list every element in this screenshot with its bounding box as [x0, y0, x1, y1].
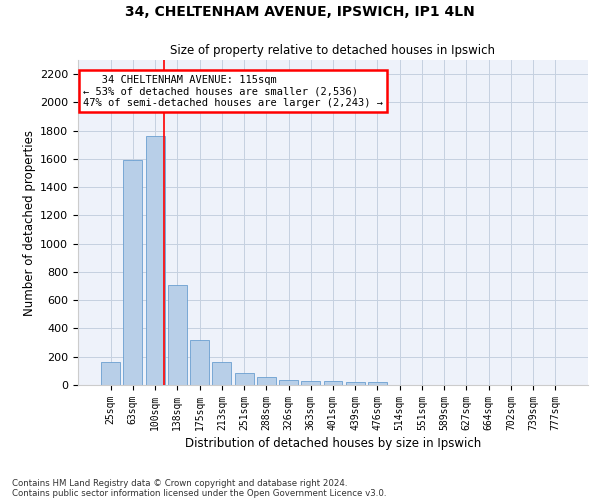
Text: Contains public sector information licensed under the Open Government Licence v3: Contains public sector information licen…	[12, 488, 386, 498]
Text: 34 CHELTENHAM AVENUE: 115sqm
← 53% of detached houses are smaller (2,536)
47% of: 34 CHELTENHAM AVENUE: 115sqm ← 53% of de…	[83, 74, 383, 108]
Y-axis label: Number of detached properties: Number of detached properties	[23, 130, 36, 316]
Bar	[124, 160, 142, 385]
Bar	[279, 380, 298, 385]
Bar	[212, 362, 231, 385]
Bar	[368, 382, 387, 385]
Bar	[301, 382, 320, 385]
X-axis label: Distribution of detached houses by size in Ipswich: Distribution of detached houses by size …	[185, 437, 481, 450]
Bar	[257, 377, 276, 385]
Title: Size of property relative to detached houses in Ipswich: Size of property relative to detached ho…	[170, 44, 496, 58]
Bar	[190, 340, 209, 385]
Bar	[235, 373, 254, 385]
Bar	[323, 382, 343, 385]
Bar	[146, 136, 164, 385]
Bar	[101, 362, 120, 385]
Bar	[168, 284, 187, 385]
Text: 34, CHELTENHAM AVENUE, IPSWICH, IP1 4LN: 34, CHELTENHAM AVENUE, IPSWICH, IP1 4LN	[125, 5, 475, 19]
Bar	[346, 382, 365, 385]
Text: Contains HM Land Registry data © Crown copyright and database right 2024.: Contains HM Land Registry data © Crown c…	[12, 478, 347, 488]
